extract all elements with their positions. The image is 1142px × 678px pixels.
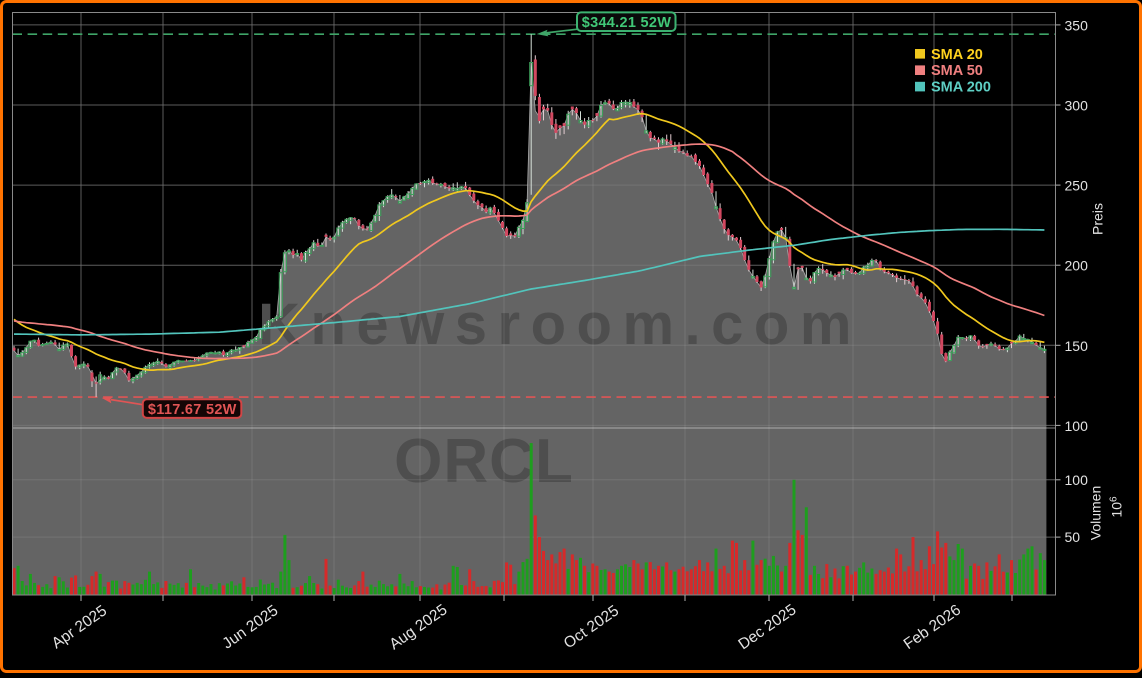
svg-text:300: 300	[1065, 98, 1089, 114]
svg-text:100: 100	[1065, 472, 1089, 488]
svg-text:SMA 20: SMA 20	[931, 47, 983, 63]
svg-text:Knewsroom.com: Knewsroom.com	[258, 292, 862, 357]
svg-text:SMA 50: SMA 50	[931, 63, 983, 79]
svg-text:$117.67 52W: $117.67 52W	[148, 402, 237, 418]
svg-text:150: 150	[1065, 338, 1089, 354]
svg-text:$344.21 52W: $344.21 52W	[582, 15, 672, 31]
svg-text:Volumen: Volumen	[1088, 486, 1104, 540]
svg-text:Preis: Preis	[1090, 203, 1106, 235]
svg-text:ORCL: ORCL	[394, 427, 574, 496]
svg-text:250: 250	[1065, 178, 1089, 194]
svg-text:SMA 200: SMA 200	[931, 80, 991, 96]
svg-text:200: 200	[1065, 258, 1089, 274]
svg-text:100: 100	[1065, 418, 1089, 434]
svg-text:350: 350	[1065, 17, 1089, 33]
svg-text:50: 50	[1065, 529, 1081, 545]
